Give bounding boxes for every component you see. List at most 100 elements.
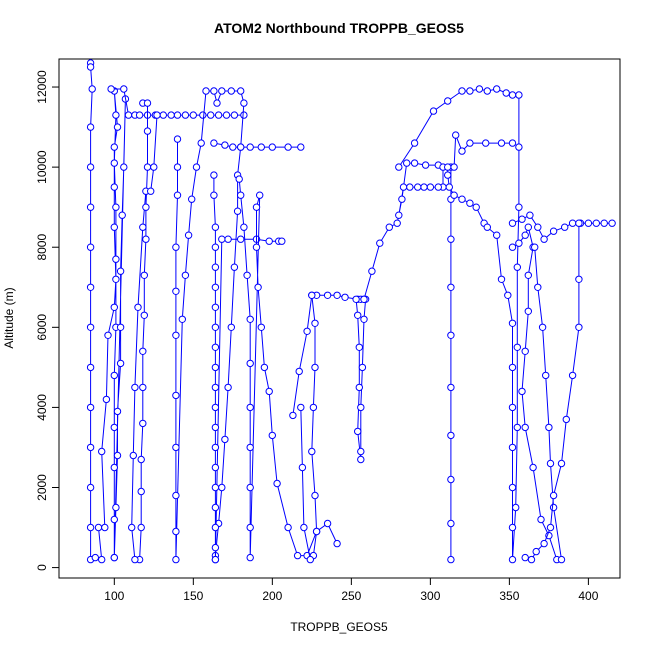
y-axis-label: Altitude (m) xyxy=(2,287,16,348)
data-point xyxy=(298,463,307,472)
data-point xyxy=(584,219,593,227)
data-point xyxy=(341,293,349,301)
data-point xyxy=(86,483,95,492)
data-point xyxy=(333,539,341,548)
data-point xyxy=(86,203,95,211)
series-line xyxy=(213,175,282,560)
data-point xyxy=(243,271,251,279)
data-point xyxy=(444,163,452,171)
data-point xyxy=(110,515,119,524)
data-point xyxy=(472,203,480,211)
data-point xyxy=(211,223,220,231)
data-series xyxy=(235,175,341,562)
data-point xyxy=(357,403,365,412)
data-point xyxy=(447,283,455,291)
data-point xyxy=(309,403,318,412)
data-point xyxy=(308,447,316,456)
data-point xyxy=(376,239,384,247)
data-point xyxy=(504,291,512,299)
data-point xyxy=(173,135,182,143)
data-point xyxy=(445,183,453,191)
data-point xyxy=(308,291,316,299)
data-point xyxy=(211,283,220,291)
data-point xyxy=(110,423,119,432)
data-point xyxy=(466,87,474,95)
data-point xyxy=(447,475,455,484)
data-point xyxy=(113,407,122,416)
data-point xyxy=(86,123,95,131)
data-point xyxy=(256,191,264,199)
data-point xyxy=(421,161,430,169)
data-point xyxy=(360,295,368,303)
data-point xyxy=(458,195,466,203)
data-point xyxy=(493,231,501,239)
series-line xyxy=(90,63,126,561)
data-point xyxy=(173,163,182,171)
data-point xyxy=(458,147,466,155)
data-point xyxy=(139,223,147,231)
data-point xyxy=(210,139,218,147)
data-point xyxy=(502,89,510,97)
data-point xyxy=(508,555,517,564)
data-point xyxy=(311,319,319,327)
data-point xyxy=(110,159,119,167)
data-point xyxy=(86,323,95,331)
data-point xyxy=(534,223,542,231)
data-point xyxy=(497,139,506,147)
data-point xyxy=(240,111,248,119)
data-point xyxy=(86,443,95,452)
data-point xyxy=(529,463,537,472)
data-point xyxy=(497,275,506,283)
data-point xyxy=(104,331,112,339)
y-tick-label: 12000 xyxy=(35,70,49,104)
data-point xyxy=(172,243,180,251)
data-point xyxy=(214,111,223,119)
data-point xyxy=(107,85,115,93)
data-point xyxy=(257,143,265,151)
data-point xyxy=(429,107,438,115)
data-point xyxy=(110,371,119,380)
data-point xyxy=(221,141,229,149)
data-point xyxy=(447,383,455,392)
data-point xyxy=(450,191,458,199)
data-point xyxy=(237,143,245,151)
data-point xyxy=(172,527,180,536)
data-point xyxy=(213,99,221,107)
data-point xyxy=(284,523,292,532)
data-point xyxy=(211,443,220,452)
x-tick-label: 150 xyxy=(183,589,203,603)
data-point xyxy=(86,403,95,412)
series-line xyxy=(512,225,563,561)
data-point xyxy=(549,227,558,235)
data-point xyxy=(354,311,362,319)
data-point xyxy=(211,343,220,351)
y-tick-label: 0 xyxy=(35,564,49,571)
x-tick-label: 350 xyxy=(499,589,519,603)
data-point xyxy=(406,183,414,191)
data-point xyxy=(237,87,245,95)
data-point xyxy=(385,223,393,231)
data-point xyxy=(358,363,367,372)
data-series xyxy=(508,211,616,564)
data-point xyxy=(172,331,180,339)
data-point xyxy=(306,555,314,564)
data-point xyxy=(116,267,125,275)
data-point xyxy=(508,523,517,532)
data-point xyxy=(159,111,168,119)
data-point xyxy=(527,555,536,564)
series-line xyxy=(292,294,367,460)
data-point xyxy=(475,85,484,93)
y-tick-label: 2000 xyxy=(35,474,49,501)
y-tick-label: 8000 xyxy=(35,234,49,261)
data-point xyxy=(230,263,239,271)
data-point xyxy=(240,99,248,107)
data-point xyxy=(545,423,553,432)
data-point xyxy=(246,143,254,151)
data-point xyxy=(483,223,491,231)
data-point xyxy=(86,243,95,251)
data-point xyxy=(323,519,332,528)
data-point xyxy=(235,175,243,183)
x-axis-label: TROPPB_GEOS5 xyxy=(290,620,388,634)
data-point xyxy=(444,171,452,179)
